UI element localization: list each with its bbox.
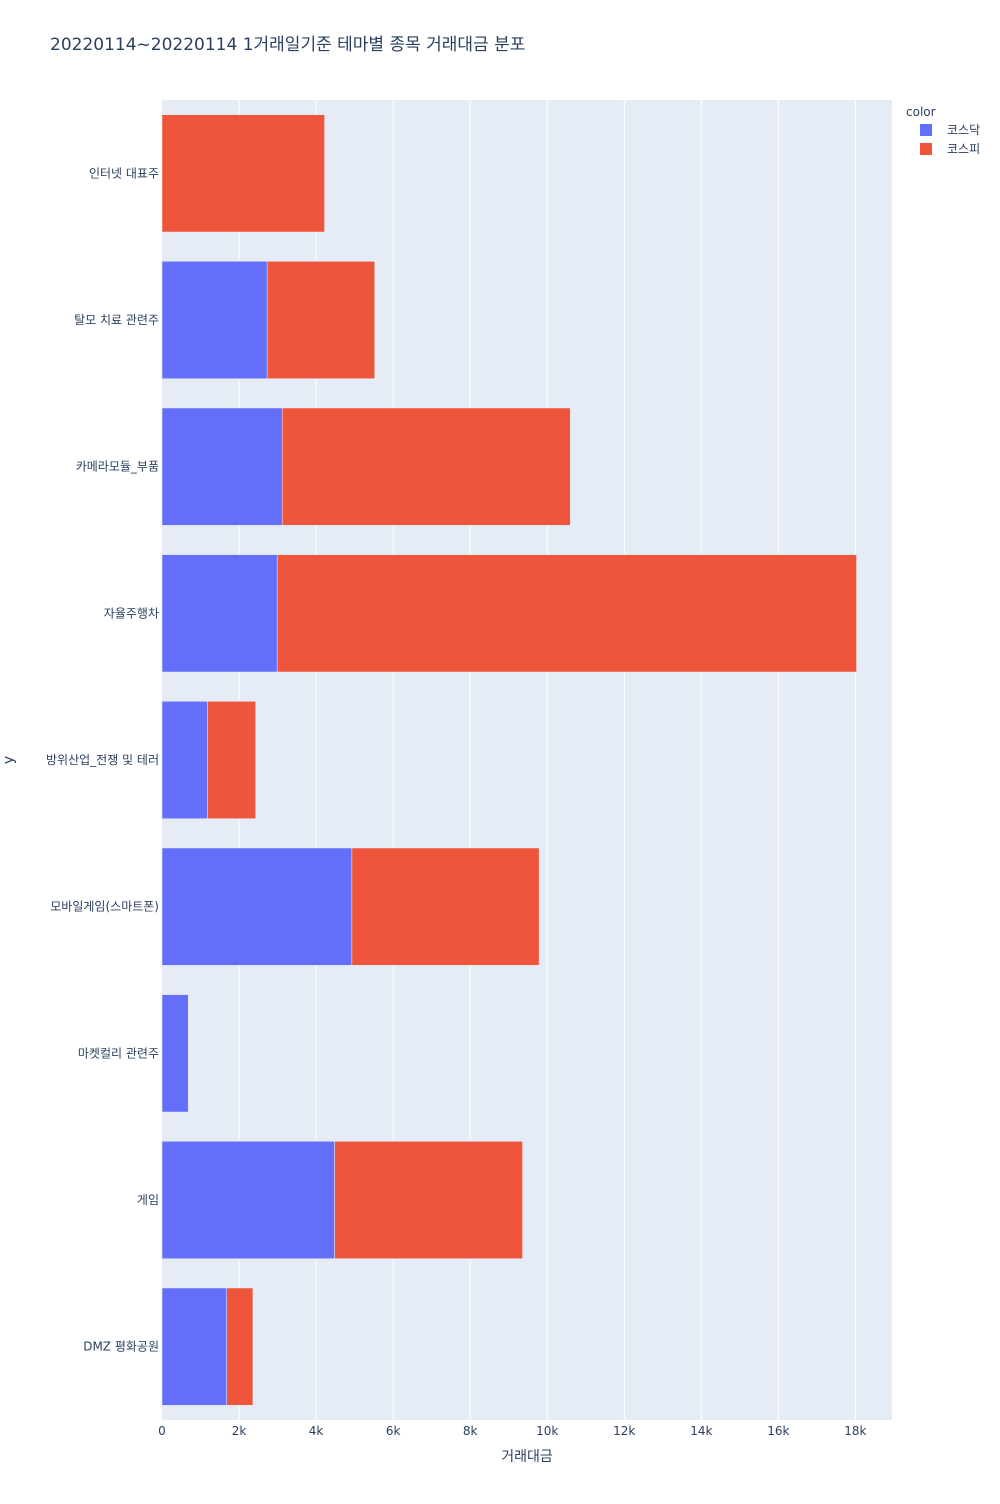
x-tick-label: 10k — [536, 1424, 558, 1438]
bar-코스피[interactable] — [207, 701, 256, 819]
bar-코스피[interactable] — [266, 261, 375, 379]
bar-코스피[interactable] — [281, 407, 571, 526]
legend-title: color — [906, 105, 936, 119]
bar-코스피[interactable] — [226, 1287, 254, 1406]
x-tick-label: 16k — [767, 1424, 789, 1438]
x-tick-label: 18k — [844, 1424, 866, 1438]
bar-코스닥[interactable] — [161, 261, 268, 379]
x-tick-label: 6k — [386, 1424, 401, 1438]
y-category-label: 게임 — [137, 1193, 159, 1207]
chart-title: 20220114~20220114 1거래일기준 테마별 종목 거래대금 분포 — [50, 35, 525, 55]
y-category-label: DMZ 평화공원 — [83, 1340, 159, 1354]
bar-코스닥[interactable] — [161, 554, 278, 673]
x-tick-label: 8k — [463, 1424, 478, 1438]
bar-코스닥[interactable] — [161, 701, 208, 819]
bar-코스피[interactable] — [276, 554, 857, 673]
bar-코스닥[interactable] — [161, 994, 189, 1113]
y-category-label: 자율주행차 — [104, 605, 159, 620]
legend-swatch[interactable] — [920, 124, 932, 136]
y-category-label: 모바일게임(스마트폰) — [50, 900, 159, 914]
y-category-label: 카메라모듈_부품 — [76, 460, 159, 474]
bar-코스피[interactable] — [334, 1141, 523, 1259]
legend-swatch[interactable] — [920, 143, 932, 155]
bar-코스닥[interactable] — [161, 1141, 335, 1259]
y-category-label: 마켓컬리 관련주 — [78, 1046, 159, 1060]
y-category-label: 인터넷 대표주 — [89, 166, 159, 180]
y-axis-title: y — [1, 756, 17, 764]
x-tick-label: 0 — [158, 1424, 166, 1438]
x-tick-label: 2k — [232, 1424, 247, 1438]
bar-코스피[interactable] — [161, 114, 325, 233]
bar-코스피[interactable] — [351, 847, 540, 966]
x-axis-ticks: 0 2k 4k 6k 8k 10k 12k 14k 16k 18k — [158, 1424, 866, 1438]
legend-label[interactable]: 코스피 — [947, 142, 980, 156]
bar-코스닥[interactable] — [161, 1287, 227, 1406]
bars — [161, 114, 857, 1406]
bar-코스닥[interactable] — [161, 407, 283, 526]
bar-코스닥[interactable] — [161, 847, 353, 966]
legend-label[interactable]: 코스닥 — [947, 123, 980, 137]
x-tick-label: 12k — [613, 1424, 635, 1438]
y-category-label: 방위산업_전쟁 및 테러 — [46, 753, 159, 767]
y-category-label: 탈모 치료 관련주 — [74, 313, 159, 327]
x-tick-label: 4k — [309, 1424, 324, 1438]
x-tick-label: 14k — [690, 1424, 712, 1438]
x-axis-title: 거래대금 — [501, 1449, 553, 1465]
